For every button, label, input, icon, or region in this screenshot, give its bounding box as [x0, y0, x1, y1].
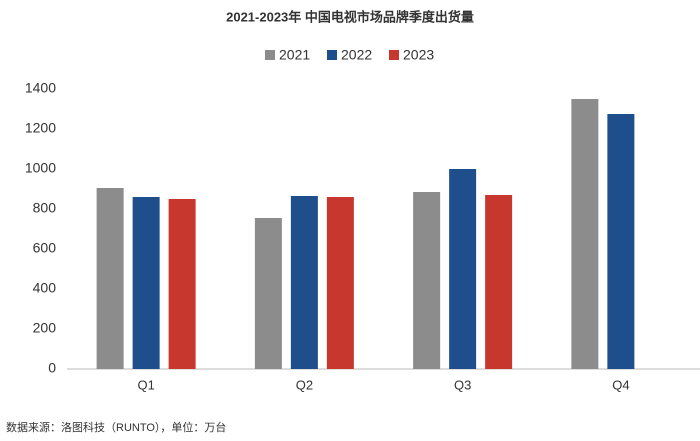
- bar: [449, 169, 477, 369]
- y-tick-label: 800: [33, 200, 57, 216]
- bar: [485, 195, 513, 369]
- x-tick-label: Q4: [612, 377, 629, 392]
- bar: [254, 218, 282, 369]
- bar: [607, 114, 635, 369]
- bar: [168, 199, 196, 369]
- legend-swatch: [265, 50, 275, 60]
- y-tick-label: 0: [48, 360, 56, 376]
- y-tick-label: 400: [33, 280, 57, 296]
- x-tick-label: Q1: [137, 377, 154, 392]
- x-tick-label: Q2: [296, 377, 313, 392]
- y-tick-label: 1400: [25, 80, 56, 96]
- bar: [96, 188, 124, 369]
- bar: [413, 192, 441, 369]
- bar: [132, 197, 160, 369]
- legend-swatch: [327, 50, 337, 60]
- chart-title: 2021-2023年 中国电视市场品牌季度出货量: [226, 9, 474, 24]
- bar: [290, 196, 318, 369]
- y-tick-label: 1000: [25, 160, 56, 176]
- footnote: 数据来源：洛图科技（RUNTO），单位：万台: [6, 420, 226, 434]
- legend-label: 2022: [341, 47, 372, 63]
- x-tick-label: Q3: [454, 377, 471, 392]
- legend-label: 2023: [403, 47, 434, 63]
- legend-label: 2021: [279, 47, 310, 63]
- y-tick-label: 1200: [25, 120, 56, 136]
- bar: [326, 197, 354, 369]
- bar: [571, 99, 599, 369]
- legend-swatch: [389, 50, 399, 60]
- y-tick-label: 600: [33, 240, 57, 256]
- y-tick-label: 200: [33, 320, 57, 336]
